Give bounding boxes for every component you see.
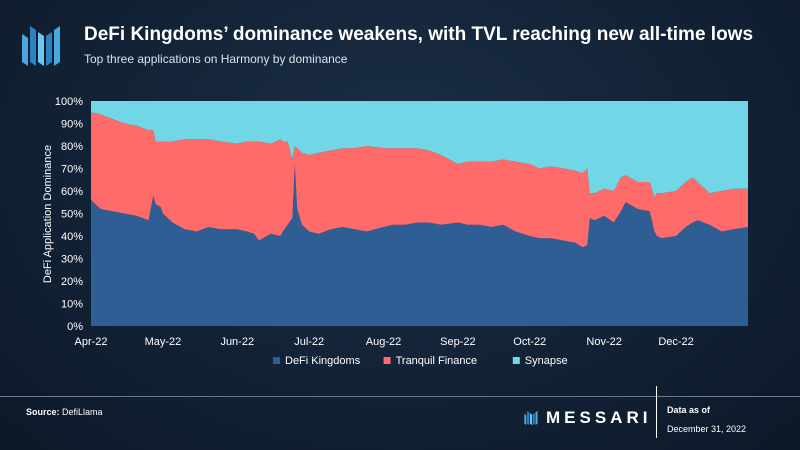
y-tick-label: 30%	[61, 254, 83, 266]
y-tick-label: 0%	[67, 321, 83, 333]
source-label: Source:	[26, 407, 60, 417]
area-tranquil-finance	[91, 112, 748, 248]
legend-swatch	[512, 357, 520, 364]
x-tick-label: May-22	[145, 336, 182, 348]
messari-mark-icon	[524, 411, 538, 425]
footer-divider	[0, 396, 800, 397]
y-tick-label: 20%	[61, 276, 83, 288]
y-tick-label: 50%	[61, 209, 83, 221]
messari-logo-icon	[22, 26, 60, 66]
legend-label: DeFi Kingdoms	[285, 355, 361, 367]
legend-label: Synapse	[525, 355, 568, 367]
y-tick-label: 90%	[61, 119, 83, 131]
chart-subtitle: Top three applications on Harmony by dom…	[84, 52, 348, 66]
x-tick-label: Jun-22	[220, 336, 254, 348]
area-series-group	[91, 101, 748, 326]
y-axis-label: DeFi Application Dominance	[42, 145, 54, 283]
y-tick-label: 40%	[61, 231, 83, 243]
y-tick-label: 10%	[61, 299, 83, 311]
area-synapse	[91, 101, 748, 198]
area-defi-kingdoms	[91, 164, 748, 326]
data-as-of-date: December 31, 2022	[667, 424, 747, 434]
y-tick-label: 70%	[61, 164, 83, 176]
x-tick-label: Apr-22	[74, 336, 107, 348]
legend: DeFi Kingdoms Tranquil Finance Synapse	[273, 355, 568, 367]
legend-swatch	[273, 357, 280, 364]
source-value: DefiLlama	[62, 407, 103, 417]
x-tick-label: Nov-22	[586, 336, 621, 348]
x-tick-label: Sep-22	[440, 336, 475, 348]
footer-vertical-divider	[656, 386, 657, 438]
x-tick-label: Jul-22	[294, 336, 324, 348]
data-as-of-label: Data as of	[667, 405, 711, 415]
y-axis: 0% 10% 20% 30% 40% 50% 60% 70% 80% 90% 100%	[55, 96, 83, 333]
legend-swatch	[383, 357, 391, 364]
x-tick-label: Dec-22	[658, 336, 693, 348]
messari-wordmark: MESSARI	[546, 408, 652, 427]
x-tick-label: Oct-22	[513, 336, 546, 348]
x-tick-label: Aug-22	[366, 336, 401, 348]
y-tick-label: 80%	[61, 141, 83, 153]
messari-brand: MESSARI	[524, 408, 651, 428]
chart-title: DeFi Kingdoms’ dominance weakens, with T…	[84, 24, 754, 45]
dominance-area-chart: 0% 10% 20% 30% 40% 50% 60% 70% 80% 90% 100% Apr-22…	[42, 96, 748, 367]
y-tick-label: 100%	[55, 96, 83, 108]
legend-label: Tranquil Finance	[396, 355, 478, 367]
x-axis: Apr-22 May-22 Jun-22 Jul-22 Aug-22 Sep-22 Oct-…	[74, 336, 693, 348]
y-tick-label: 60%	[61, 186, 83, 198]
source-note: Source: DefiLlama	[26, 407, 103, 417]
